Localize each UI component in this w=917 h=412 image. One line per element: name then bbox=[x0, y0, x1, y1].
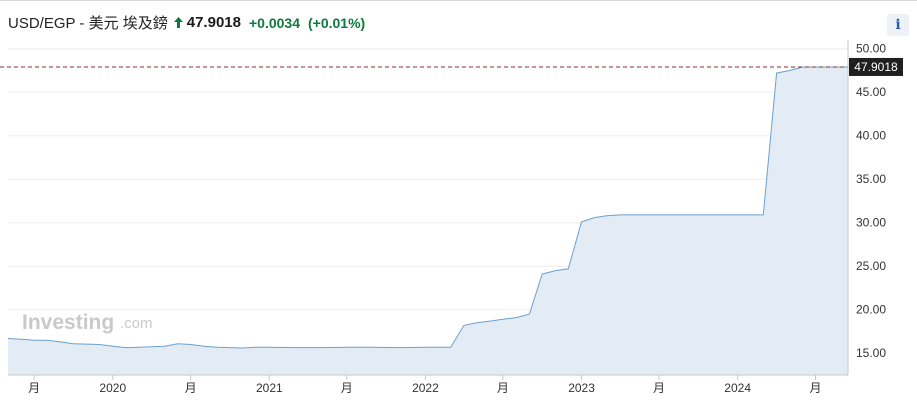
chart-axes bbox=[8, 40, 849, 376]
up-arrow-icon bbox=[173, 17, 183, 28]
y-tick-label: 45.00 bbox=[856, 85, 886, 99]
x-axis-labels: 月 2020 月 2021 月 2022 月 2023 月 2024 月 bbox=[28, 375, 822, 395]
x-tick-label: 2024 bbox=[724, 381, 751, 395]
x-tick-label: 月 bbox=[185, 381, 197, 395]
x-tick-label: 月 bbox=[341, 381, 353, 395]
watermark-main-text: Investing bbox=[22, 311, 114, 334]
current-price: 47.9018 bbox=[186, 14, 241, 31]
x-tick-label: 2022 bbox=[412, 381, 439, 395]
y-axis-labels: 15.00 20.00 25.00 30.00 35.00 40.00 45.00 50.00 bbox=[856, 42, 886, 361]
pair-name: USD/EGP - 美元 埃及鎊 bbox=[8, 15, 168, 32]
y-tick-label: 40.00 bbox=[856, 129, 886, 143]
y-tick-label: 20.00 bbox=[856, 303, 886, 317]
y-tick-label: 35.00 bbox=[856, 172, 886, 186]
quote-title: USD/EGP - 美元 埃及鎊 47.9018 +0.0034 (+0.01%… bbox=[8, 12, 365, 33]
x-tick-label: 月 bbox=[653, 381, 665, 395]
current-price-tag: 47.9018 bbox=[849, 57, 903, 76]
price-line bbox=[7, 66, 848, 349]
x-tick-label: 2023 bbox=[568, 381, 595, 395]
x-tick-label: 月 bbox=[28, 381, 40, 395]
watermark-sub-text: .com bbox=[120, 315, 153, 332]
price-tag-label: 47.9018 bbox=[854, 60, 898, 74]
chart-header: USD/EGP - 美元 埃及鎊 47.9018 +0.0034 (+0.01%… bbox=[0, 0, 917, 40]
y-tick-label: 50.00 bbox=[856, 42, 886, 56]
info-icon: i bbox=[895, 17, 901, 33]
info-button[interactable]: i bbox=[887, 14, 909, 36]
price-tag-background bbox=[849, 57, 903, 76]
price-area bbox=[8, 67, 848, 375]
investing-watermark: Investing .com bbox=[22, 311, 153, 334]
x-tick-label: 2021 bbox=[256, 381, 283, 395]
price-change-percent: (+0.01%) bbox=[307, 14, 366, 31]
x-tick-label: 2020 bbox=[99, 381, 126, 395]
y-tick-label: 15.00 bbox=[856, 346, 886, 360]
x-tick-label: 月 bbox=[497, 381, 509, 395]
y-tick-label: 30.00 bbox=[856, 216, 886, 230]
y-tick-label: 25.00 bbox=[856, 259, 886, 273]
price-change: +0.0034 bbox=[248, 14, 300, 31]
x-tick-label: 月 bbox=[809, 381, 821, 395]
